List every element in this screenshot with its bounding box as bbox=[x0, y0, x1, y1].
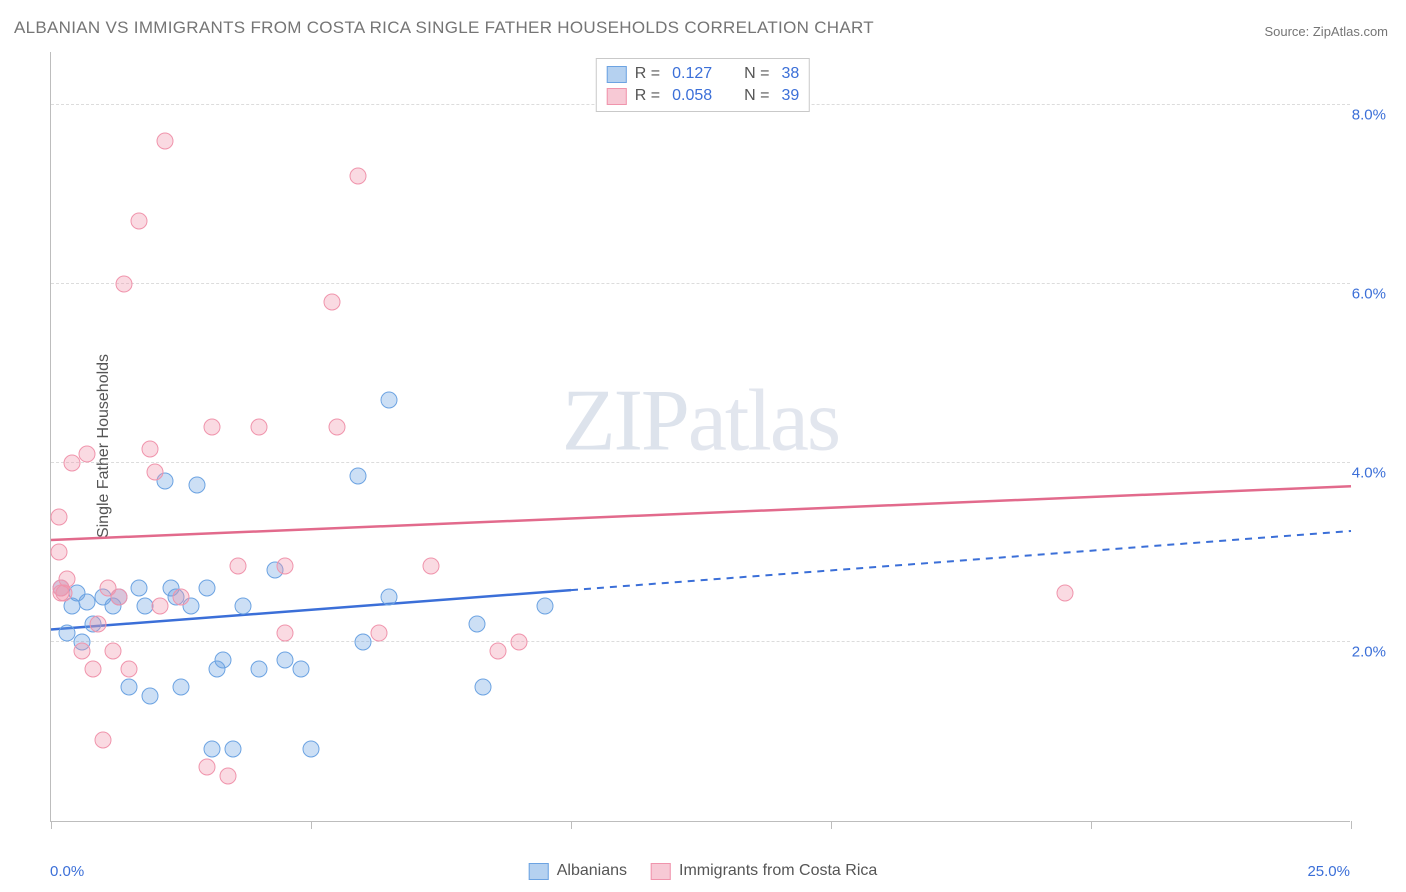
data-point bbox=[50, 508, 67, 525]
trend-lines bbox=[51, 52, 1351, 822]
data-point bbox=[303, 741, 320, 758]
x-tick bbox=[831, 821, 832, 829]
x-axis-max-label: 25.0% bbox=[1307, 863, 1350, 880]
data-point bbox=[277, 651, 294, 668]
correlation-legend: R = 0.127 N = 38 R = 0.058 N = 39 bbox=[596, 58, 810, 112]
data-point bbox=[110, 589, 127, 606]
y-tick-label: 4.0% bbox=[1352, 464, 1386, 481]
data-point bbox=[235, 598, 252, 615]
data-point bbox=[422, 557, 439, 574]
data-point bbox=[188, 477, 205, 494]
trend-line-dashed-0 bbox=[571, 531, 1351, 590]
source-label: Source: ZipAtlas.com bbox=[1264, 24, 1388, 39]
data-point bbox=[157, 132, 174, 149]
data-point bbox=[147, 463, 164, 480]
data-point bbox=[537, 598, 554, 615]
data-point bbox=[219, 768, 236, 785]
data-point bbox=[381, 589, 398, 606]
legend-swatch bbox=[607, 88, 627, 105]
data-point bbox=[511, 633, 528, 650]
y-tick-label: 6.0% bbox=[1352, 285, 1386, 302]
data-point bbox=[105, 642, 122, 659]
x-tick bbox=[1091, 821, 1092, 829]
legend-row: R = 0.127 N = 38 bbox=[607, 63, 799, 85]
data-point bbox=[277, 557, 294, 574]
data-point bbox=[469, 616, 486, 633]
data-point bbox=[63, 454, 80, 471]
legend-item: Immigrants from Costa Rica bbox=[651, 862, 877, 880]
data-point bbox=[74, 642, 91, 659]
data-point bbox=[84, 660, 101, 677]
legend-r-label: R = bbox=[635, 65, 660, 83]
x-tick bbox=[51, 821, 52, 829]
data-point bbox=[277, 624, 294, 641]
data-point bbox=[329, 419, 346, 436]
data-point bbox=[204, 419, 221, 436]
data-point bbox=[89, 616, 106, 633]
legend-label: Immigrants from Costa Rica bbox=[679, 862, 877, 880]
data-point bbox=[121, 678, 138, 695]
y-tick-label: 2.0% bbox=[1352, 643, 1386, 660]
data-point bbox=[131, 580, 148, 597]
data-point bbox=[370, 624, 387, 641]
data-point bbox=[131, 213, 148, 230]
data-point bbox=[490, 642, 507, 659]
legend-r-label: R = bbox=[635, 87, 660, 105]
data-point bbox=[251, 660, 268, 677]
x-tick bbox=[1351, 821, 1352, 829]
legend-r-value: 0.058 bbox=[672, 87, 726, 105]
x-tick bbox=[571, 821, 572, 829]
legend-swatch bbox=[529, 863, 549, 880]
data-point bbox=[141, 441, 158, 458]
data-point bbox=[141, 687, 158, 704]
data-point bbox=[292, 660, 309, 677]
y-tick-label: 8.0% bbox=[1352, 106, 1386, 123]
legend-swatch bbox=[651, 863, 671, 880]
plot-area: ZIPatlas bbox=[50, 52, 1350, 822]
data-point bbox=[323, 293, 340, 310]
trend-line-1 bbox=[51, 486, 1351, 540]
data-point bbox=[152, 598, 169, 615]
data-point bbox=[199, 759, 216, 776]
legend-n-value: 39 bbox=[781, 87, 799, 105]
data-point bbox=[121, 660, 138, 677]
data-point bbox=[58, 571, 75, 588]
data-point bbox=[79, 593, 96, 610]
legend-label: Albanians bbox=[557, 862, 627, 880]
data-point bbox=[136, 598, 153, 615]
trend-line-0 bbox=[51, 590, 571, 629]
data-point bbox=[95, 732, 112, 749]
legend-item: Albanians bbox=[529, 862, 627, 880]
data-point bbox=[214, 651, 231, 668]
chart-title: ALBANIAN VS IMMIGRANTS FROM COSTA RICA S… bbox=[14, 18, 874, 38]
data-point bbox=[79, 445, 96, 462]
data-point bbox=[173, 589, 190, 606]
data-point bbox=[251, 419, 268, 436]
data-point bbox=[230, 557, 247, 574]
data-point bbox=[474, 678, 491, 695]
x-tick bbox=[311, 821, 312, 829]
legend-n-label: N = bbox=[744, 65, 769, 83]
data-point bbox=[381, 392, 398, 409]
legend-row: R = 0.058 N = 39 bbox=[607, 85, 799, 107]
legend-swatch bbox=[607, 66, 627, 83]
data-point bbox=[349, 468, 366, 485]
x-axis-min-label: 0.0% bbox=[50, 863, 84, 880]
legend-n-label: N = bbox=[744, 87, 769, 105]
data-point bbox=[58, 624, 75, 641]
legend-n-value: 38 bbox=[781, 65, 799, 83]
data-point bbox=[115, 275, 132, 292]
legend-r-value: 0.127 bbox=[672, 65, 726, 83]
data-point bbox=[355, 633, 372, 650]
data-point bbox=[204, 741, 221, 758]
data-point bbox=[225, 741, 242, 758]
data-point bbox=[1057, 584, 1074, 601]
data-point bbox=[199, 580, 216, 597]
data-point bbox=[349, 168, 366, 185]
series-legend: Albanians Immigrants from Costa Rica bbox=[529, 862, 878, 880]
data-point bbox=[50, 544, 67, 561]
data-point bbox=[173, 678, 190, 695]
